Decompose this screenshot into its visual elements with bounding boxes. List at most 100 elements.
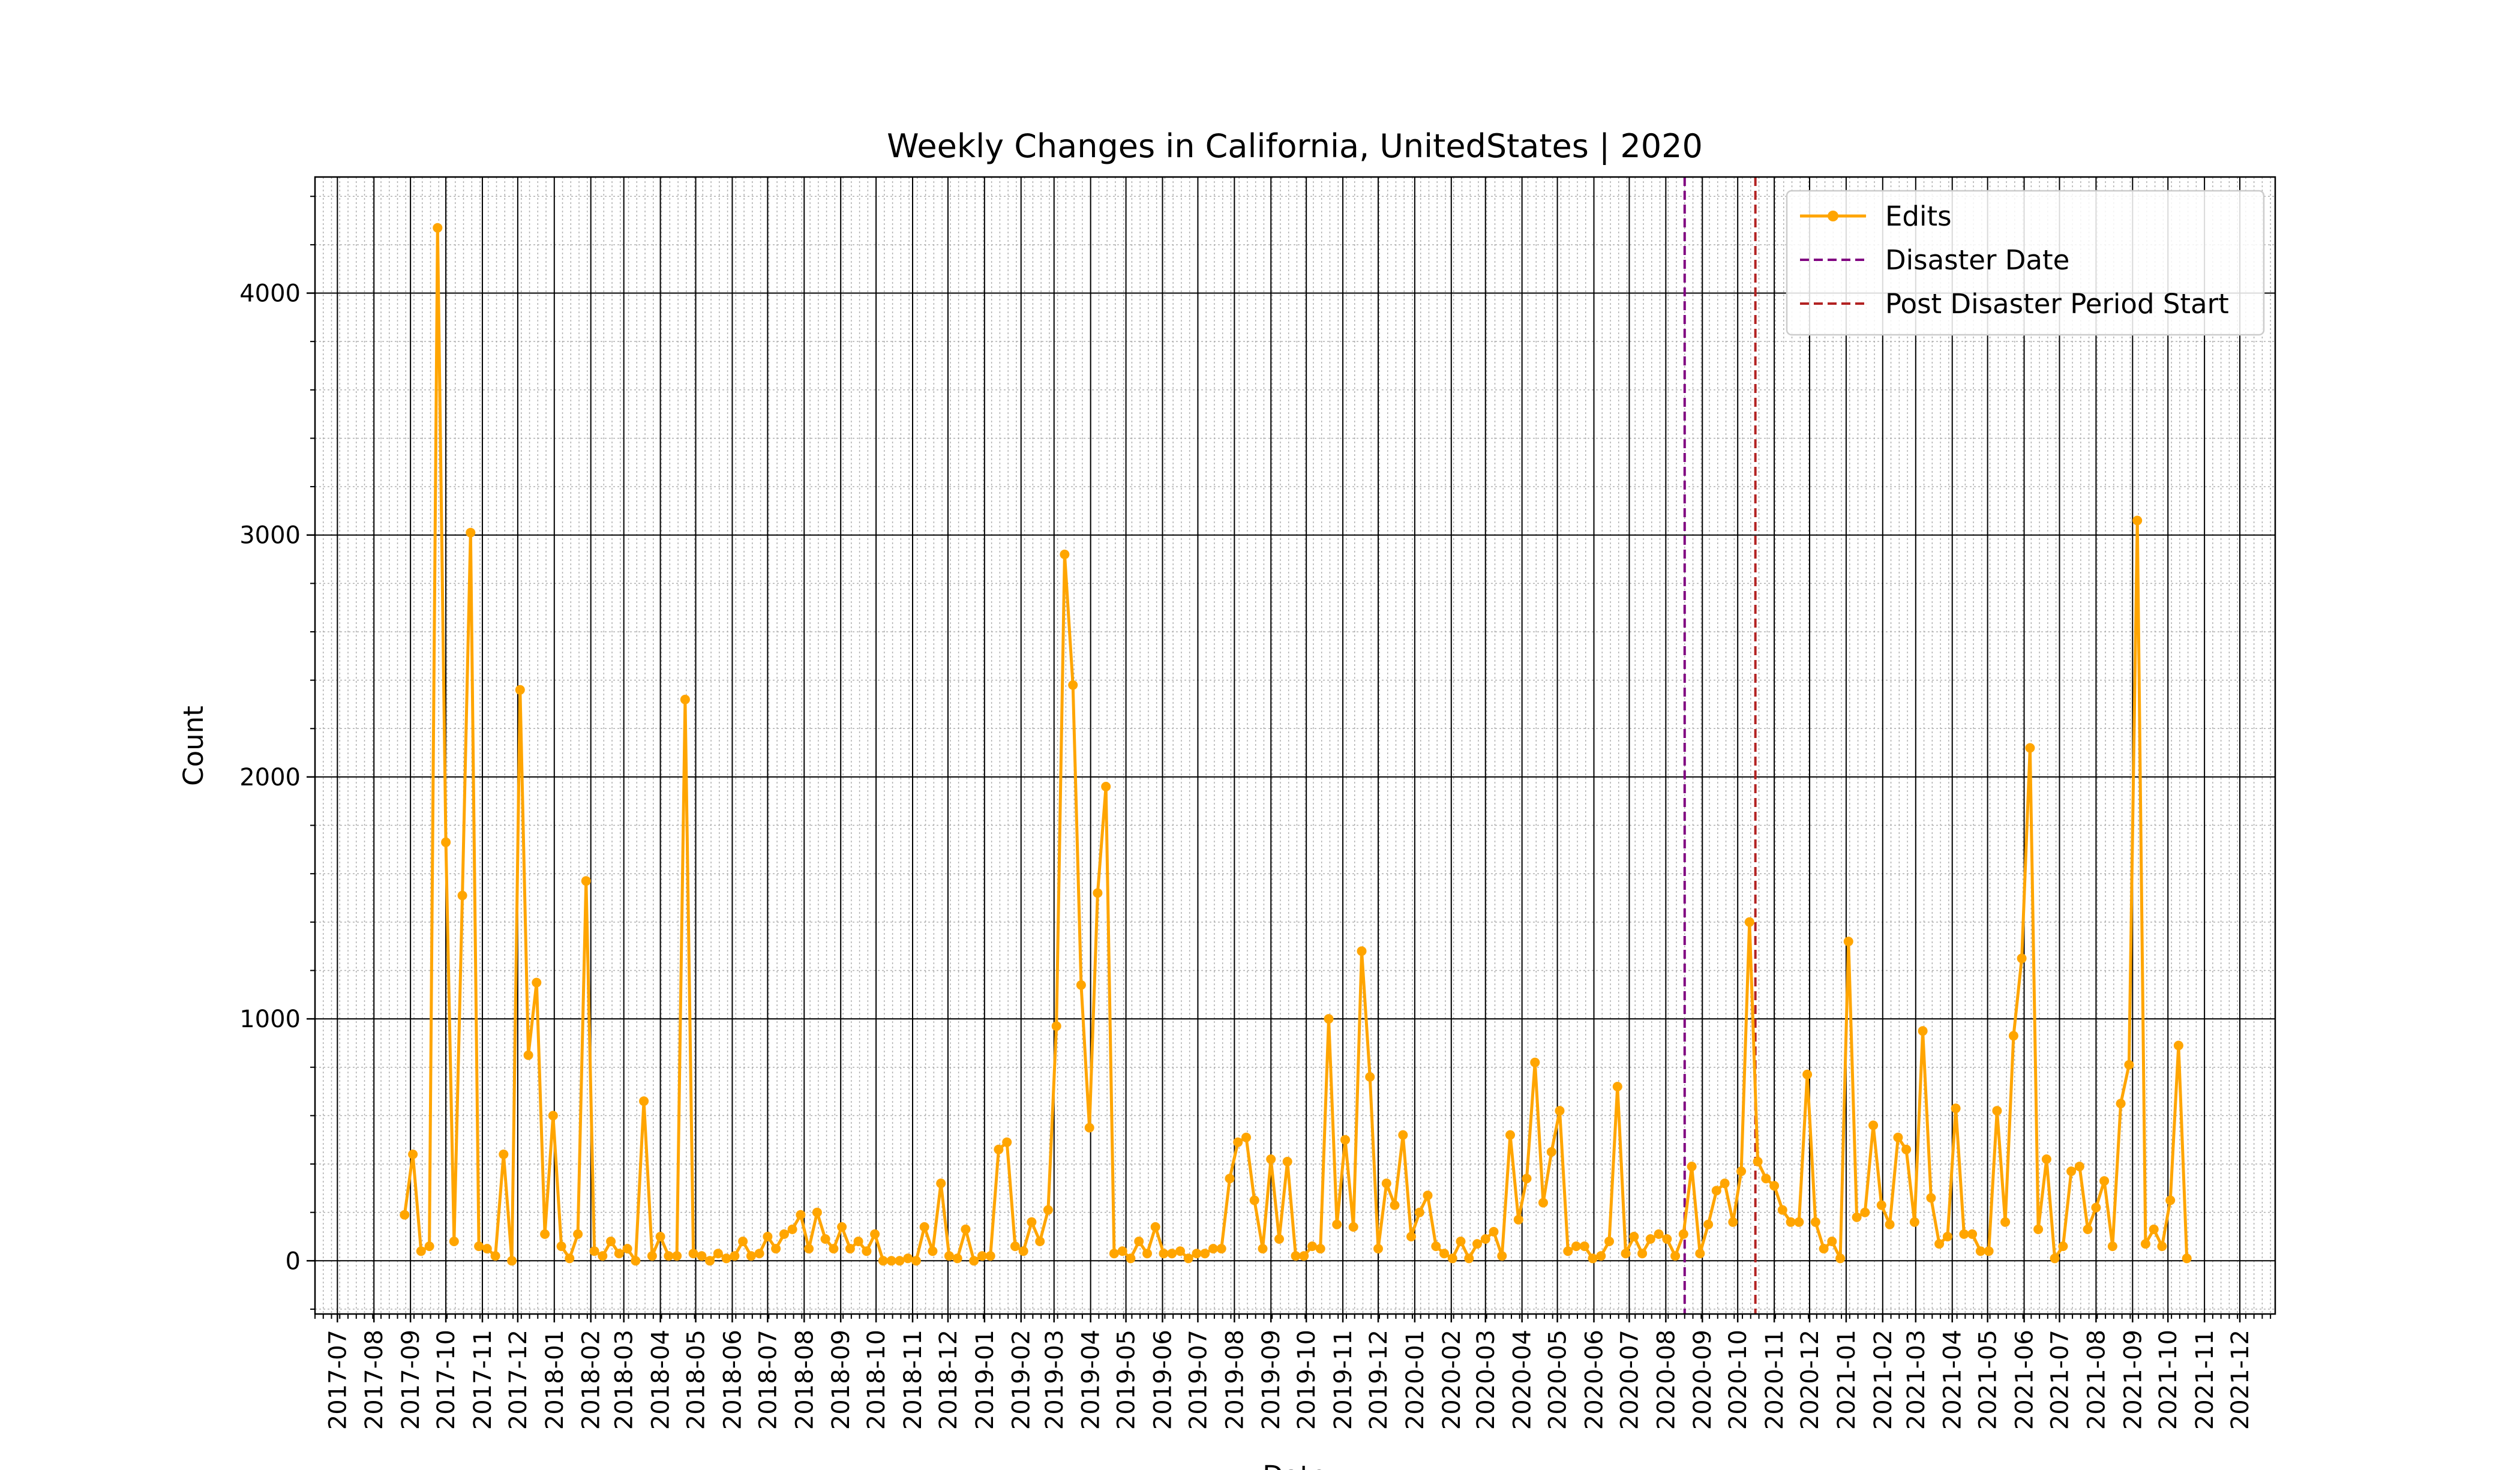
- edits-point: [507, 1256, 517, 1266]
- edits-point: [1340, 1135, 1350, 1145]
- edits-point: [1703, 1219, 1714, 1229]
- edits-point: [1315, 1244, 1325, 1254]
- x-tick-label: 2021-10: [2155, 1330, 2182, 1430]
- edits-point: [1827, 1237, 1837, 1246]
- edits-point: [1142, 1249, 1152, 1259]
- x-tick-label: 2019-11: [1330, 1330, 1357, 1430]
- edits-point: [985, 1251, 995, 1261]
- edits-point: [1282, 1157, 1292, 1166]
- edits-point: [1819, 1244, 1829, 1254]
- legend-post-label: Post Disaster Period Start: [1885, 288, 2229, 320]
- x-tick-label: 2018-08: [791, 1330, 818, 1430]
- legend-edits-label: Edits: [1885, 200, 1952, 232]
- edits-point: [928, 1246, 938, 1256]
- edits-point: [1538, 1198, 1548, 1208]
- edits-point: [787, 1224, 797, 1234]
- edits-point: [1596, 1251, 1606, 1261]
- edits-point: [1901, 1144, 1912, 1154]
- edits-point: [1720, 1178, 1730, 1189]
- edits-point: [763, 1232, 773, 1241]
- edits-point: [2033, 1224, 2044, 1234]
- edits-point: [1959, 1229, 1969, 1239]
- edits-point: [672, 1251, 682, 1261]
- edits-point: [1637, 1249, 1648, 1259]
- edits-point: [1835, 1253, 1846, 1264]
- edits-point: [895, 1256, 905, 1266]
- x-tick-label: 2018-12: [935, 1330, 962, 1430]
- edits-point: [1934, 1239, 1945, 1249]
- edits-point: [2041, 1154, 2051, 1164]
- edits-point: [1621, 1249, 1631, 1259]
- edits-point: [1208, 1244, 1218, 1254]
- edits-point: [2050, 1253, 2060, 1264]
- edits-point: [2083, 1224, 2093, 1234]
- edits-point: [1984, 1246, 1994, 1256]
- edits-point: [1150, 1222, 1160, 1232]
- edits-point: [1843, 937, 1853, 947]
- edits-point: [2140, 1239, 2150, 1249]
- x-tick-label: 2021-03: [1903, 1330, 1930, 1430]
- edits-point: [1909, 1217, 1919, 1227]
- x-tick-label: 2019-03: [1041, 1330, 1069, 1430]
- edits-point: [1348, 1222, 1358, 1232]
- edits-point: [1456, 1237, 1466, 1246]
- edits-point: [1010, 1241, 1020, 1252]
- edits-point: [1926, 1193, 1936, 1203]
- x-tick-label: 2018-06: [719, 1330, 746, 1430]
- x-tick-label: 2019-06: [1149, 1330, 1177, 1430]
- edits-point: [2000, 1217, 2011, 1227]
- edits-point: [1975, 1246, 1985, 1256]
- edits-point: [2008, 1031, 2018, 1041]
- x-tick-label: 2017-10: [433, 1330, 460, 1430]
- edits-point: [1761, 1174, 1771, 1184]
- edits-point: [2091, 1202, 2101, 1213]
- edits-point: [1200, 1249, 1210, 1259]
- edits-point: [2132, 515, 2143, 526]
- x-tick-label: 2020-10: [1724, 1330, 1752, 1430]
- edits-point: [886, 1256, 896, 1266]
- edits-point: [903, 1253, 913, 1264]
- edits-point: [532, 977, 542, 988]
- edits-point: [1951, 1103, 1961, 1114]
- edits-point: [1018, 1246, 1028, 1256]
- edits-point: [1109, 1249, 1119, 1259]
- edits-point: [1406, 1232, 1416, 1241]
- x-tick-label: 2019-04: [1078, 1330, 1105, 1430]
- edits-point: [1274, 1234, 1284, 1244]
- y-tick-label: 3000: [239, 522, 301, 550]
- edits-point: [2066, 1166, 2077, 1177]
- edits-point: [862, 1246, 872, 1256]
- chart-title: Weekly Changes in California, UnitedStat…: [887, 127, 1703, 165]
- edits-point: [911, 1256, 921, 1266]
- edits-point: [1126, 1253, 1136, 1264]
- x-axis-label: Date: [1262, 1460, 1327, 1470]
- edits-point: [499, 1149, 509, 1159]
- edits-point: [1225, 1174, 1235, 1184]
- edits-point: [1588, 1253, 1598, 1264]
- edits-point: [474, 1241, 484, 1252]
- edits-point: [2116, 1099, 2126, 1109]
- edits-point: [1802, 1069, 1813, 1079]
- x-tick-label: 2020-08: [1652, 1330, 1680, 1430]
- edits-point: [961, 1224, 971, 1234]
- edits-point: [680, 694, 690, 704]
- edits-point: [812, 1207, 822, 1217]
- edits-point: [655, 1232, 665, 1241]
- edits-point: [1769, 1181, 1780, 1191]
- edits-point: [2058, 1241, 2068, 1252]
- edits-point: [523, 1050, 533, 1060]
- edits-point: [556, 1241, 566, 1252]
- edits-point: [837, 1222, 847, 1232]
- edits-point: [697, 1251, 707, 1261]
- minor-grid-y: [315, 196, 2275, 1310]
- x-tick-label: 2020-01: [1402, 1330, 1429, 1430]
- edits-point: [631, 1256, 641, 1266]
- edits-point: [1423, 1190, 1433, 1201]
- edits-point: [845, 1244, 855, 1254]
- edits-point: [1233, 1137, 1243, 1147]
- edits-point: [853, 1237, 863, 1246]
- x-tick-label: 2021-09: [2119, 1330, 2147, 1430]
- edits-point: [804, 1244, 814, 1254]
- x-tick-label: 2019-12: [1365, 1330, 1393, 1430]
